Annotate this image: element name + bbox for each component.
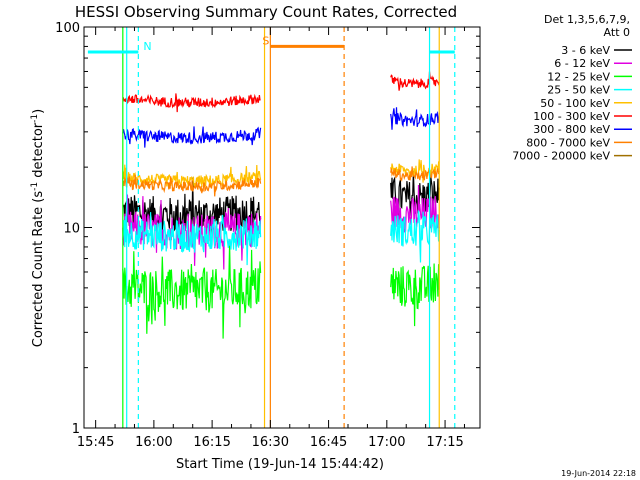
series-trace-7-segment-0 (122, 174, 262, 197)
series-trace-6-segment-0 (122, 126, 262, 148)
y-axis-label: Corrected Count Rate (s-1 detector-1) (30, 109, 46, 347)
chart-title: HESSI Observing Summary Count Rates, Cor… (75, 3, 457, 21)
legend-label-6: 300 - 800 keV (533, 123, 610, 136)
series-trace-5-segment-0 (122, 93, 261, 113)
y-axis-label-end: ) (31, 109, 46, 114)
legend-label-2: 12 - 25 keV (547, 70, 610, 83)
legend-label-4: 50 - 100 keV (540, 97, 610, 110)
series-trace-3-segment-0 (122, 212, 262, 266)
series-trace-3-segment-1 (390, 210, 440, 263)
x-tick-label-1: 16:00 (135, 435, 172, 450)
x-tick-label-2: 16:15 (193, 435, 230, 450)
y-axis-label-mid: detector (31, 122, 46, 182)
legend-label-5: 100 - 300 keV (533, 110, 610, 123)
legend-header-line1: Det 1,3,5,6,7,9, (544, 13, 630, 26)
y-axis-ticks: 1 10 100 (55, 21, 480, 437)
x-tick-label-5: 17:00 (368, 435, 405, 450)
timestamp: 19-Jun-2014 22:18 (561, 469, 636, 478)
legend-label-0: 3 - 6 keV (561, 44, 610, 57)
x-tick-label-3: 16:30 (252, 435, 289, 450)
y-axis-label-sup2: -1 (30, 114, 40, 123)
flag-label-0: N (143, 40, 151, 53)
series-trace-6-segment-1 (390, 107, 440, 130)
series-trace-5-segment-1 (390, 71, 440, 91)
flag-label-2: S (262, 34, 269, 47)
legend-label-8: 7000 - 20000 keV (512, 150, 610, 163)
x-tick-label-4: 16:45 (310, 435, 347, 450)
series-trace-7-segment-1 (390, 166, 440, 183)
legend-label-7: 800 - 7000 keV (526, 136, 610, 149)
y-tick-label-1: 10 (63, 222, 80, 237)
x-axis-ticks: 15:45 16:00 16:15 16:30 16:45 17:00 17:15 (77, 27, 465, 450)
x-tick-label-6: 17:15 (426, 435, 463, 450)
y-axis-label-sup1: -1 (30, 182, 40, 191)
series-trace-4-segment-1 (390, 159, 440, 183)
plot-data (122, 71, 440, 339)
y-tick-label-2: 100 (55, 21, 80, 36)
series-trace-1-segment-1 (390, 184, 440, 234)
x-tick-label-0: 15:45 (77, 435, 114, 450)
series-trace-2-segment-0 (122, 243, 262, 339)
series-trace-2-segment-1 (390, 263, 440, 327)
legend-label-1: 6 - 12 keV (554, 57, 610, 70)
y-axis-label-main: Corrected Count Rate (s (31, 191, 46, 348)
legend-header-line2: Att 0 (604, 26, 630, 39)
y-tick-label-0: 1 (72, 422, 80, 437)
x-axis-label: Start Time (19-Jun-14 15:44:42) (176, 457, 384, 472)
legend-label-3: 25 - 50 keV (547, 84, 610, 97)
